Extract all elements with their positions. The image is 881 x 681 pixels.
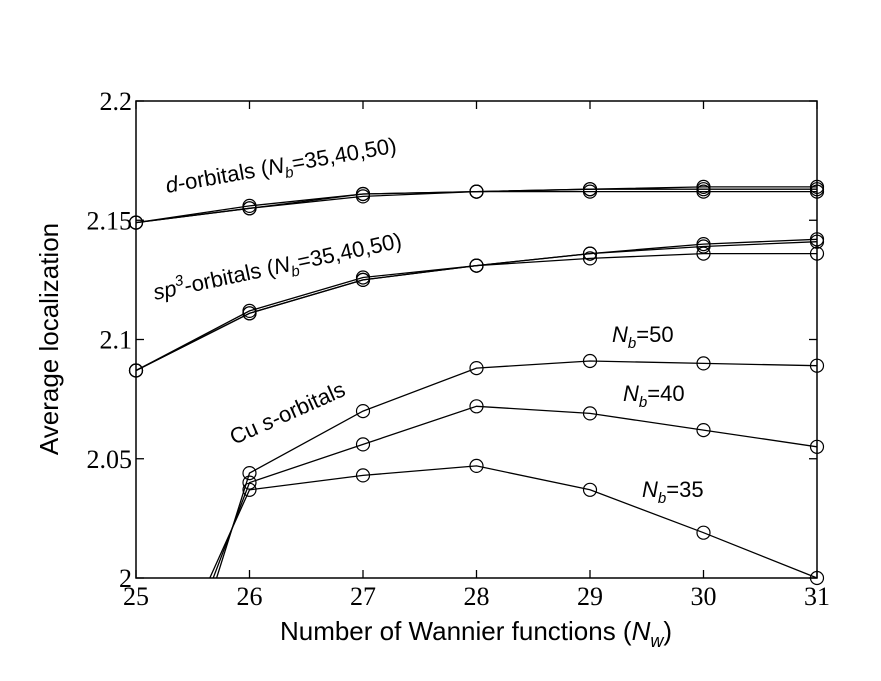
data-point: [696, 423, 711, 438]
y-axis-label: Average localization: [34, 223, 64, 455]
data-point: [582, 353, 598, 369]
data-point: [696, 356, 711, 371]
data-point: [242, 201, 257, 216]
data-point: [582, 251, 598, 266]
tick-label-layer: 25 26 27 28 29 30 31 2 2.05 2.1 2.15 2.2: [87, 87, 831, 611]
data-point: [469, 258, 484, 273]
data-point: [469, 458, 484, 473]
data-point: [469, 361, 484, 376]
y-tick-label: 2.1: [100, 326, 133, 355]
x-tick-label: 29: [577, 582, 603, 611]
data-point: [355, 186, 371, 202]
annotation-label: Nb=40: [623, 381, 685, 411]
series-line-8: [215, 360, 817, 578]
data-point: [242, 466, 257, 481]
annotation-label: d-orbitals (Nb=35,40,50): [164, 133, 400, 203]
data-point: [242, 482, 257, 497]
series-line-7: [212, 405, 817, 578]
data-point: [582, 182, 598, 197]
data-point: [242, 475, 257, 490]
annotation-label: sp3-orbitals (Nb=35,40,50): [150, 226, 404, 310]
series-line-6: [209, 465, 817, 578]
series-line-0: [136, 190, 817, 224]
data-point: [696, 246, 711, 261]
tick-layer: [135, 100, 818, 579]
data-point: [242, 306, 257, 321]
data-point: [355, 437, 371, 452]
data-point: [582, 482, 598, 497]
data-point: [696, 525, 711, 540]
x-tick-label: 28: [464, 582, 490, 611]
data-point: [582, 246, 598, 261]
series-line-2: [136, 186, 817, 224]
data-point: [696, 237, 711, 252]
data-point: [355, 468, 371, 483]
x-tick-label: 31: [804, 582, 830, 611]
data-point: [469, 184, 484, 199]
series-line-1: [136, 188, 817, 224]
y-tick-label: 2.2: [100, 87, 133, 116]
annotation-label: Nb=50: [612, 322, 674, 352]
y-tick-label: 2.05: [87, 445, 133, 474]
series-layer: [136, 186, 817, 578]
y-tick-label: 2.15: [87, 206, 133, 235]
annotation-label: Cu s-orbitals: [226, 376, 349, 449]
x-axis-label: Number of Wannier functions (Nw): [280, 616, 672, 651]
data-point: [696, 179, 711, 194]
x-tick-label: 30: [691, 582, 717, 611]
x-tick-label: 26: [237, 582, 263, 611]
data-point: [355, 404, 371, 419]
series-line-5: [136, 238, 817, 372]
x-tick-label: 25: [123, 582, 149, 611]
data-point: [582, 406, 598, 421]
y-tick-label: 2: [119, 564, 132, 593]
data-point: [469, 399, 484, 414]
annotation-label: Nb=35: [642, 477, 704, 507]
data-point: [355, 272, 371, 287]
x-tick-label: 27: [350, 582, 376, 611]
